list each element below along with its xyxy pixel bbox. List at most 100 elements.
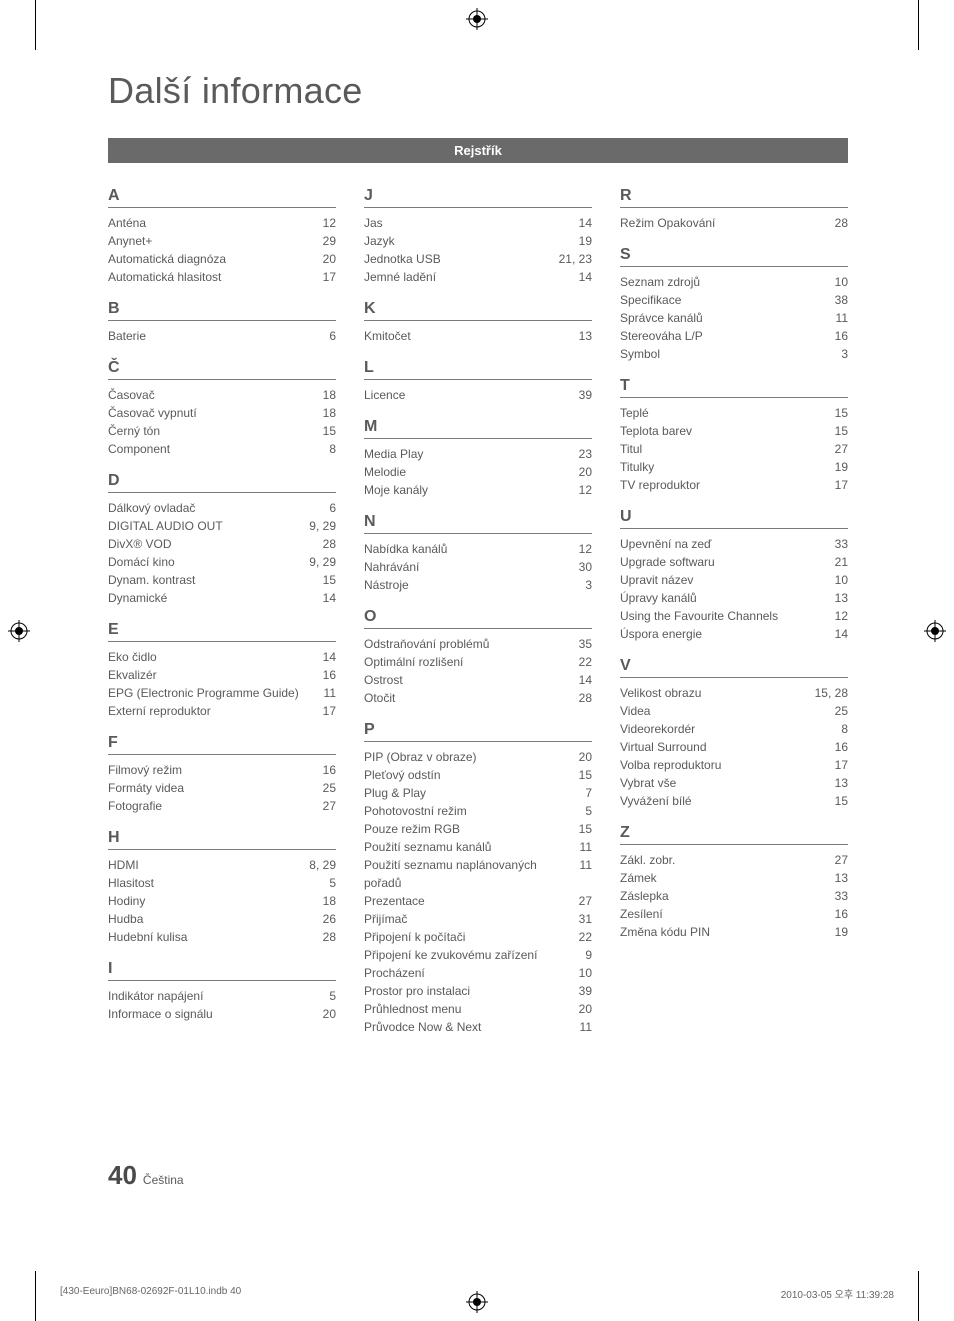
index-entry: Velikost obrazu15, 28 [620,684,848,702]
crop-mark [918,0,919,50]
section-header: Rejstřík [108,138,848,163]
index-entry: Externí reproduktor17 [108,702,336,720]
index-page: 11 [580,856,592,892]
index-entry: Virtual Surround16 [620,738,848,756]
index-entry: Vyvážení bílé15 [620,792,848,810]
index-columns: AAnténa12Anynet+29Automatická diagnóza20… [108,187,848,1036]
index-entry: Anténa12 [108,214,336,232]
index-term: Vybrat vše [620,774,835,792]
index-term: Hudba [108,910,323,928]
index-page: 20 [323,250,336,268]
index-term: Odstraňování problémů [364,635,579,653]
index-page: 16 [835,905,848,923]
index-page: 9, 29 [309,517,336,535]
index-entry: Dálkový ovladač6 [108,499,336,517]
index-page: 28 [579,689,592,707]
index-page: 23 [579,445,592,463]
index-entry: Úpravy kanálů13 [620,589,848,607]
index-term: Teplé [620,404,835,422]
index-term: Černý tón [108,422,323,440]
index-page: 20 [323,1005,336,1023]
index-term: Anynet+ [108,232,323,250]
index-term: Dálkový ovladač [108,499,329,517]
index-entry: Procházení10 [364,964,592,982]
index-page: 27 [835,440,848,458]
index-term: Specifikace [620,291,835,309]
index-entry: Připojení ke zvukovému zařízení9 [364,946,592,964]
index-page: 21 [835,553,848,571]
index-entry: Jas14 [364,214,592,232]
index-letter: M [364,418,592,439]
index-entry: Záslepka33 [620,887,848,905]
index-page: 11 [580,1018,592,1036]
index-entry: Titulky19 [620,458,848,476]
index-entry: Kmitočet13 [364,327,592,345]
index-page: 13 [579,327,592,345]
page-number: 40 [108,1160,137,1191]
index-term: Filmový režim [108,761,323,779]
index-entry: Upravit název10 [620,571,848,589]
index-term: TV reproduktor [620,476,835,494]
index-page: 14 [323,648,336,666]
index-page: 27 [323,797,336,815]
index-entry: Jemné ladění14 [364,268,592,286]
crop-mark [35,0,36,50]
page-footer: 40 Čeština [108,1160,184,1191]
index-page: 9 [585,946,592,964]
index-page: 12 [579,481,592,499]
index-page: 10 [835,571,848,589]
index-letter: J [364,187,592,208]
index-page: 22 [579,653,592,671]
index-entry: Media Play23 [364,445,592,463]
index-page: 17 [323,702,336,720]
index-term: Eko čidlo [108,648,323,666]
index-term: Fotografie [108,797,323,815]
index-entry: PIP (Obraz v obraze)20 [364,748,592,766]
print-timestamp: 2010-03-05 오후 11:39:28 [781,1286,894,1301]
index-page: 25 [323,779,336,797]
index-entry: Zámek13 [620,869,848,887]
index-page: 12 [835,607,848,625]
index-page: 14 [579,268,592,286]
index-page: 16 [835,738,848,756]
index-page: 13 [835,869,848,887]
index-term: Teplota barev [620,422,835,440]
index-entry: Teplota barev15 [620,422,848,440]
index-entry: Domácí kino9, 29 [108,553,336,571]
index-term: EPG (Electronic Programme Guide) [108,684,324,702]
index-entry: Hudební kulisa28 [108,928,336,946]
index-letter: B [108,300,336,321]
index-term: Hudební kulisa [108,928,323,946]
index-page: 28 [323,535,336,553]
index-term: Velikost obrazu [620,684,815,702]
index-term: HDMI [108,856,309,874]
index-entry: Teplé15 [620,404,848,422]
index-term: Nástroje [364,576,585,594]
index-term: Prezentace [364,892,579,910]
index-term: Použití seznamu naplánovaných pořadů [364,856,580,892]
index-letter: D [108,472,336,493]
page-content: Další informace Rejstřík AAnténa12Anynet… [108,70,848,1036]
index-letter: R [620,187,848,208]
index-page: 12 [323,214,336,232]
index-page: 3 [585,576,592,594]
index-term: Časovač [108,386,323,404]
index-page: 9, 29 [309,553,336,571]
index-page: 14 [579,214,592,232]
index-entry: Použití seznamu kanálů11 [364,838,592,856]
index-entry: Zákl. zobr.27 [620,851,848,869]
index-entry: Using the Favourite Channels12 [620,607,848,625]
index-page: 16 [835,327,848,345]
index-term: Externí reproduktor [108,702,323,720]
index-term: Ekvalizér [108,666,323,684]
index-letter: L [364,359,592,380]
index-entry: Eko čidlo14 [108,648,336,666]
index-term: Moje kanály [364,481,579,499]
index-letter: S [620,246,848,267]
index-page: 15 [579,766,592,784]
index-entry: Filmový režim16 [108,761,336,779]
index-page: 14 [579,671,592,689]
registration-mark-icon [466,8,488,30]
index-page: 5 [329,987,336,1005]
index-entry: Fotografie27 [108,797,336,815]
